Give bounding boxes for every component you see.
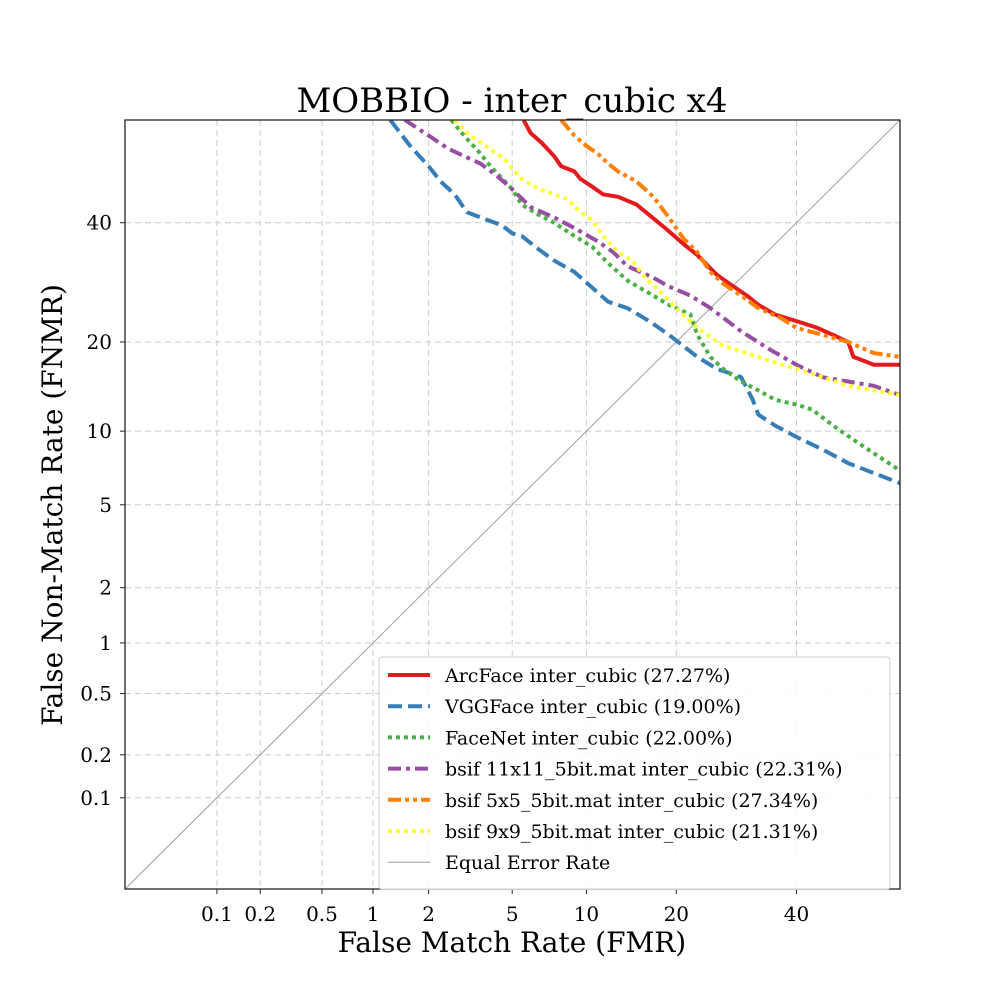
series-line-4 [559, 120, 900, 359]
y-tick-label: 0.5 [80, 682, 112, 706]
legend-label: Equal Error Rate [445, 852, 610, 874]
legend-label: FaceNet inter_cubic (22.00%) [445, 727, 733, 749]
x-ticks: 0.1 0.2 0.5 1 2 5 10 20 40 [201, 889, 809, 926]
series-line-6 [125, 120, 900, 889]
x-tick-label: 0.1 [201, 902, 233, 926]
legend-label: bsif 5x5_5bit.mat inter_cubic (27.34%) [445, 790, 818, 812]
x-tick-label: 20 [664, 902, 689, 926]
x-tick-label: 2 [422, 902, 435, 926]
y-tick-label: 0.1 [80, 786, 112, 810]
legend-label: bsif 9x9_5bit.mat inter_cubic (21.31%) [445, 821, 818, 843]
y-ticks: 0.1 0.2 0.5 1 2 5 10 20 40 [80, 211, 125, 810]
legend: ArcFace inter_cubic (27.27%) VGGFace inte… [378, 656, 891, 890]
x-tick-label: 0.2 [244, 902, 276, 926]
y-tick-label: 1 [99, 631, 112, 655]
x-tick-label: 0.5 [306, 902, 338, 926]
y-axis-label: False Non-Match Rate (FNMR) [36, 284, 69, 726]
y-tick-label: 5 [99, 493, 112, 517]
legend-label: VGGFace inter_cubic (19.00%) [444, 696, 741, 718]
series-line-1 [388, 120, 900, 486]
series-layer [125, 120, 900, 889]
y-tick-label: 2 [99, 576, 112, 600]
x-tick-label: 40 [784, 902, 809, 926]
x-tick-label: 5 [506, 902, 519, 926]
series-line-3 [403, 120, 900, 397]
legend-box [378, 656, 891, 890]
x-tick-label: 1 [367, 902, 380, 926]
legend-label: ArcFace inter_cubic (27.27%) [444, 665, 730, 687]
x-tick-label: 10 [574, 902, 599, 926]
y-tick-label: 0.2 [80, 743, 112, 767]
series-line-2 [449, 120, 900, 473]
y-tick-label: 10 [87, 419, 112, 443]
chart-title: MOBBIO - inter_cubic x4 [296, 81, 727, 121]
series-line-0 [521, 120, 900, 367]
y-tick-label: 40 [87, 211, 112, 235]
y-tick-label: 20 [87, 330, 112, 354]
legend-label: bsif 11x11_5bit.mat inter_cubic (22.31%) [445, 759, 843, 781]
x-axis-label: False Match Rate (FMR) [338, 926, 686, 959]
